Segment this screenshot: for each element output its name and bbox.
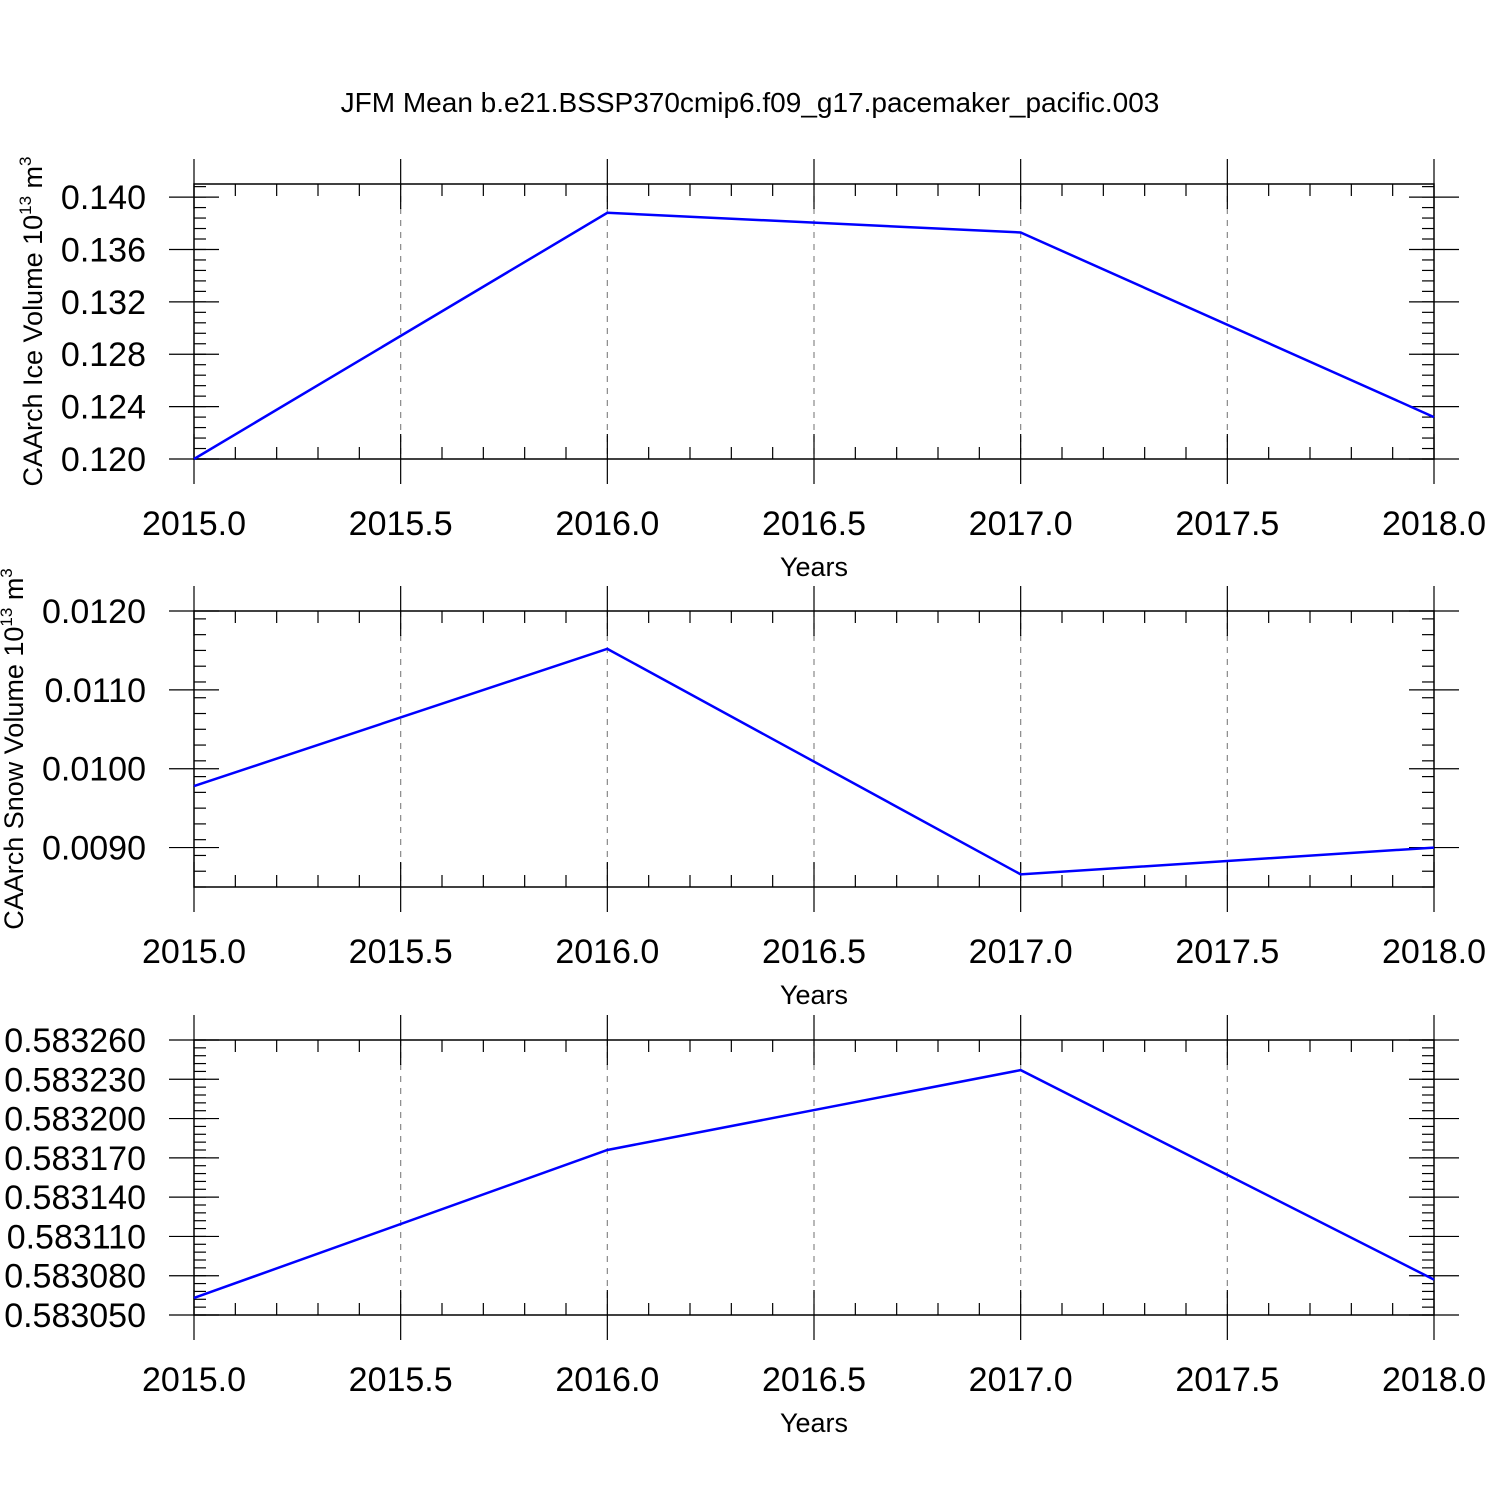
y-tick-label: 0.136: [61, 231, 146, 269]
x-tick-label: 2016.0: [555, 505, 659, 543]
y-tick-label: 0.583050: [4, 1297, 146, 1335]
x-axis-label: Years: [780, 1408, 848, 1438]
y-tick-label: 0.128: [61, 336, 146, 374]
x-axis-label: Years: [780, 980, 848, 1010]
y-tick-label: 0.0090: [42, 830, 146, 868]
y-tick-label: 0.120: [61, 441, 146, 479]
series-line: [193, 647, 1435, 876]
x-tick-label: 2017.5: [1175, 1361, 1279, 1399]
chart-panel-3: 0.5830500.5830800.5831100.5831400.583170…: [4, 1015, 1486, 1438]
x-tick-label: 2015.0: [142, 933, 246, 971]
x-tick-label: 2017.5: [1175, 933, 1279, 971]
chart-panel-2: 0.0090 0.0100 0.0110 0.0120 2015.0 2015.5 2016…: [0, 568, 1486, 1010]
x-tick-label: 2015.5: [349, 505, 453, 543]
x-tick-label: 2015.0: [142, 1361, 246, 1399]
series-line: [193, 1068, 1435, 1300]
y-tick-label: 0.583140: [4, 1179, 146, 1217]
y-tick-label: 0.0100: [42, 751, 146, 789]
x-tick-label: 2017.5: [1175, 505, 1279, 543]
y-tick-label: 0.0120: [42, 593, 146, 631]
x-tick-label: 2017.0: [969, 505, 1073, 543]
y-tick-label: 0.583110: [7, 1218, 146, 1256]
figure-title: JFM Mean b.e21.BSSP370cmip6.f09_g17.pace…: [341, 87, 1160, 118]
x-tick-label: 2018.0: [1382, 1361, 1486, 1399]
y-tick-label: 0.140: [61, 179, 146, 217]
y-tick-label: 0.132: [61, 284, 146, 322]
y-tick-label: 0.583230: [4, 1061, 146, 1099]
y-tick-label: 0.583200: [4, 1101, 146, 1139]
x-axis-label: Years: [780, 552, 848, 582]
y-tick-label: 0.583260: [4, 1022, 146, 1060]
y-axis-label: CAArch Snow Volume 1013 m3: [0, 568, 29, 930]
x-tick-label: 2015.5: [349, 1361, 453, 1399]
x-tick-label: 2016.0: [555, 1361, 659, 1399]
x-tick-label: 2018.0: [1382, 933, 1486, 971]
y-axis-label: CAArch Ice Volume 1013 m3: [16, 156, 48, 486]
x-tick-label: 2016.5: [762, 505, 866, 543]
x-tick-label: 2015.5: [349, 933, 453, 971]
y-tick-label: 0.124: [61, 389, 146, 427]
x-tick-label: 2016.0: [555, 933, 659, 971]
chart-panel-1: 0.120 0.124 0.128 0.132 0.136 0.140 2015.0 2015…: [16, 156, 1486, 582]
series-line: [193, 211, 1435, 461]
x-tick-label: 2017.0: [969, 1361, 1073, 1399]
x-tick-label: 2015.0: [142, 505, 246, 543]
y-tick-label: 0.583080: [4, 1258, 146, 1296]
y-tick-label: 0.0110: [45, 672, 146, 710]
x-tick-label: 2017.0: [969, 933, 1073, 971]
x-tick-label: 2018.0: [1382, 505, 1486, 543]
x-tick-label: 2016.5: [762, 933, 866, 971]
x-tick-label: 2016.5: [762, 1361, 866, 1399]
y-tick-label: 0.583170: [4, 1140, 146, 1178]
